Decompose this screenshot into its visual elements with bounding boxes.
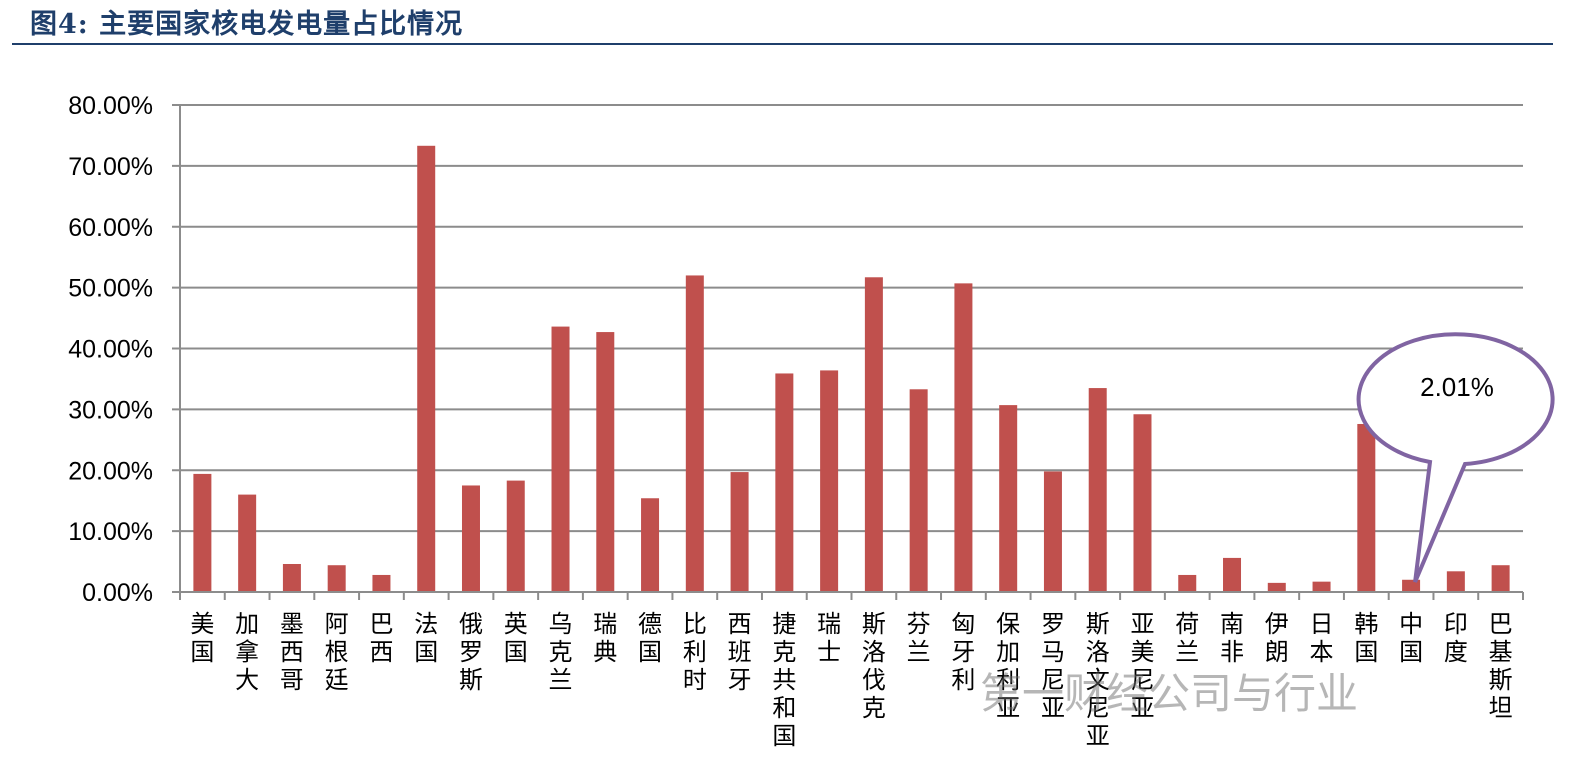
bar xyxy=(775,373,794,592)
y-tick-label: 30.00% xyxy=(68,396,153,424)
bar xyxy=(282,563,301,592)
x-tick-label: 匈牙利 xyxy=(951,610,975,694)
x-tick-label: 巴西 xyxy=(369,610,393,666)
x-tick-label: 南非 xyxy=(1220,610,1244,666)
x-tick-label: 英国 xyxy=(504,610,528,666)
callout-label: 2.01% xyxy=(1420,372,1494,402)
x-axis-tick-labels: 美国加拿大墨西哥阿根廷巴西法国俄罗斯英国乌克兰瑞典德国比利时西班牙捷克共和国瑞士… xyxy=(190,610,1512,750)
x-tick-label: 比利时 xyxy=(683,610,707,694)
y-tick-label: 50.00% xyxy=(68,275,153,303)
bar xyxy=(820,370,839,592)
x-tick-label: 斯洛伐克 xyxy=(862,610,886,722)
x-tick-label: 伊朗 xyxy=(1265,610,1289,666)
figure-title: 图4: 主要国家核电发电量占比情况 xyxy=(30,9,464,40)
y-tick-label: 0.00% xyxy=(82,579,153,607)
y-tick-label: 10.00% xyxy=(68,518,153,546)
x-tick-label: 巴基斯坦 xyxy=(1489,610,1513,722)
bar xyxy=(1491,565,1510,592)
x-tick-label: 西班牙 xyxy=(728,610,752,694)
x-tick-label: 瑞士 xyxy=(817,610,841,666)
x-tick-label: 加拿大 xyxy=(235,610,259,694)
x-tick-label: 美国 xyxy=(190,610,214,666)
x-tick-label: 日本 xyxy=(1310,610,1334,666)
bar xyxy=(1043,471,1062,592)
bar xyxy=(596,332,615,592)
x-tick-label: 芬兰 xyxy=(907,610,931,666)
bar xyxy=(1178,574,1197,592)
bar xyxy=(954,283,973,592)
x-tick-label: 保加利亚 xyxy=(996,610,1020,722)
y-tick-label: 20.00% xyxy=(68,457,153,485)
bar xyxy=(1357,423,1376,592)
bar xyxy=(193,473,212,592)
gridlines xyxy=(172,104,1523,593)
x-tick-label: 法国 xyxy=(414,610,438,666)
value-callout: 2.01% xyxy=(1356,332,1555,583)
x-tick-label: 韩国 xyxy=(1354,610,1378,666)
bar xyxy=(372,574,391,592)
y-axis-tick-labels: 0.00% 10.00% 20.00% 30.00% 40.00% 50.00% 60.00… xyxy=(68,92,153,607)
x-tick-label: 德国 xyxy=(638,610,662,666)
x-tick-label: 荷兰 xyxy=(1175,610,1199,666)
bar xyxy=(1402,579,1421,592)
bar xyxy=(1223,557,1242,592)
bar xyxy=(238,494,257,592)
x-tick-label: 阿根廷 xyxy=(325,610,349,694)
x-tick-label: 墨西哥 xyxy=(280,610,304,694)
bar xyxy=(1133,414,1152,592)
bar xyxy=(1312,581,1331,592)
bar xyxy=(730,472,749,592)
bar xyxy=(685,275,704,592)
x-tick-label: 捷克共和国 xyxy=(772,610,796,750)
x-tick-label: 乌克兰 xyxy=(549,610,573,694)
bar xyxy=(1446,571,1465,592)
bar xyxy=(551,326,570,592)
x-tick-label: 俄罗斯 xyxy=(459,610,483,694)
bar xyxy=(461,485,480,592)
x-tick-label: 瑞典 xyxy=(593,610,617,666)
bar xyxy=(1267,582,1286,592)
x-tick-label: 罗马尼亚 xyxy=(1041,610,1065,722)
y-tick-label: 40.00% xyxy=(68,336,153,364)
bar xyxy=(1088,388,1107,592)
bar xyxy=(641,498,660,592)
bar xyxy=(506,480,525,592)
bar xyxy=(327,565,346,592)
axes xyxy=(179,105,1524,600)
y-tick-label: 70.00% xyxy=(68,153,153,181)
bar xyxy=(864,277,883,592)
x-tick-label: 印度 xyxy=(1444,610,1468,666)
y-tick-label: 60.00% xyxy=(68,214,153,242)
title-rule xyxy=(12,43,1553,45)
bar xyxy=(909,389,928,592)
callout-bubble xyxy=(1356,332,1555,583)
bars xyxy=(193,145,1510,592)
bar xyxy=(417,145,436,592)
x-tick-label: 亚美尼亚 xyxy=(1130,610,1154,722)
y-tick-label: 80.00% xyxy=(68,92,153,120)
x-tick-label: 中国 xyxy=(1399,610,1423,666)
x-tick-label: 斯洛文尼亚 xyxy=(1086,610,1110,750)
bar xyxy=(999,405,1018,592)
